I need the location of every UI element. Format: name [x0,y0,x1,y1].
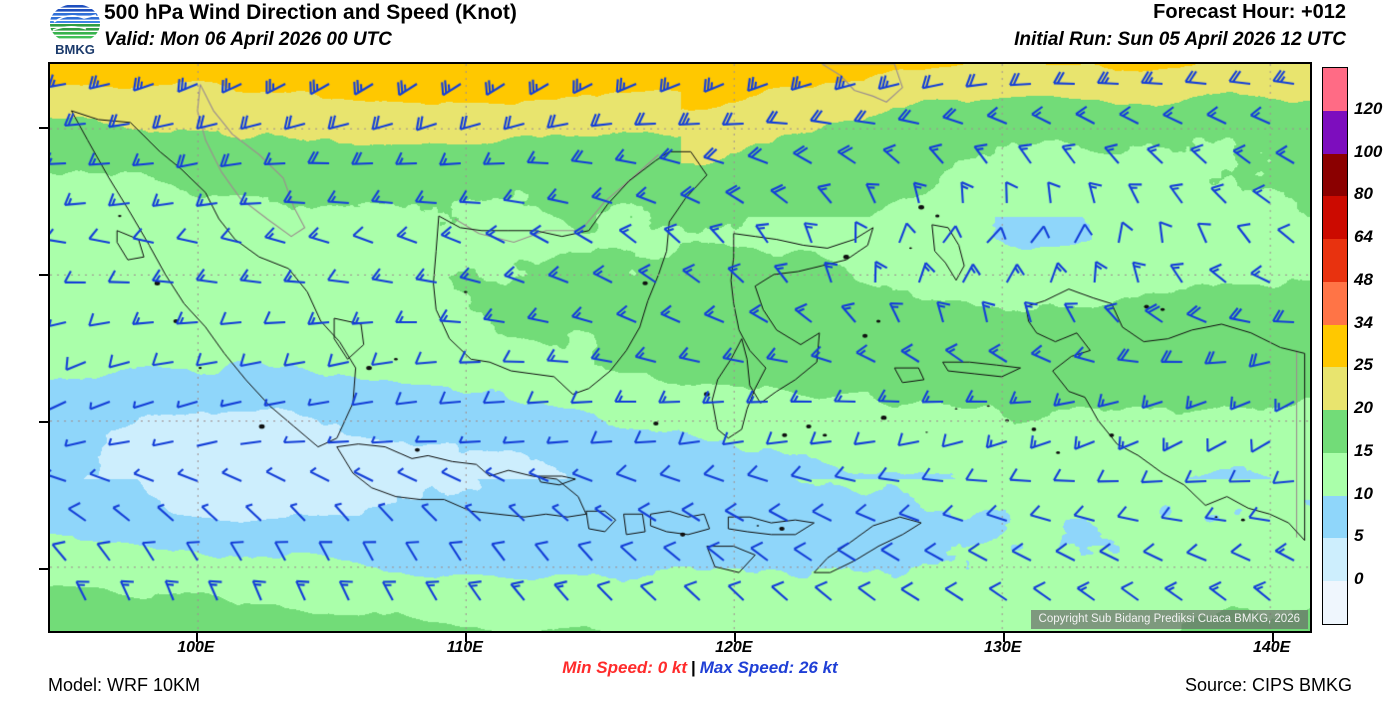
page-header: BMKG 500 hPa Wind Direction and Speed (K… [0,0,1400,60]
colorbar-tick-120: 120 [1354,98,1383,118]
page-title: 500 hPa Wind Direction and Speed (Knot) [104,1,517,24]
x-tick-mark [733,633,736,642]
colorbar-tick-15: 15 [1354,440,1373,460]
x-axis-label-100E: 100E [177,639,215,656]
colorbar-band-10 [1323,452,1347,496]
colorbar-tick-10: 10 [1354,483,1373,503]
colorbar-tick-100: 100 [1354,141,1383,161]
colorbar-band-120 [1323,68,1347,111]
weather-map[interactable]: Copyright Sub Bidang Prediksi Cuaca BMKG… [48,62,1312,633]
bmkg-logo: BMKG [44,2,106,58]
x-axis-label-120E: 120E [715,639,753,656]
map-canvas [50,64,1310,631]
colorbar-band-48 [1323,239,1347,282]
colorbar-tick-20: 20 [1354,398,1373,418]
colorbar-band-5 [1323,495,1347,539]
colorbar-tick-80: 80 [1354,184,1373,204]
colorbar-tick-0: 0 [1354,569,1364,589]
colorbar-band-25 [1323,324,1347,368]
forecast-hour-label: Forecast Hour: +012 [1153,1,1346,23]
min-speed-label: Min Speed: 0 kt [562,658,687,677]
colorbar-band-15 [1323,410,1347,453]
y-tick-mark [39,126,48,129]
valid-time-label: Valid: Mon 06 April 2026 00 UTC [104,29,392,50]
colorbar-band-64 [1323,196,1347,240]
x-tick-mark [464,633,467,642]
colorbar-band-base [1323,581,1347,624]
copyright-watermark: Copyright Sub Bidang Prediksi Cuaca BMKG… [1030,610,1308,629]
x-axis-label-140E: 140E [1252,639,1291,656]
source-label: Source: CIPS BMKG [1184,675,1352,695]
y-tick-mark [39,421,48,424]
max-speed-label: Max Speed: 26 kt [699,658,838,677]
bmkg-logo-text: BMKG [55,42,95,57]
bmkg-logo-mark [50,5,100,39]
colorbar-tick-48: 48 [1354,269,1373,289]
x-axis-label-130E: 130E [984,639,1022,656]
speed-summary: Min Speed: 0 kt | Max Speed: 26 kt [0,658,1400,678]
colorbar-tick-34: 34 [1354,312,1373,332]
y-tick-mark [39,568,48,571]
x-tick-mark [1002,633,1005,642]
colorbar-tick-5: 5 [1354,526,1364,546]
speed-separator: | [690,658,696,677]
x-tick-mark [1271,633,1274,642]
colorbar-band-0 [1323,538,1347,582]
initial-run-label: Initial Run: Sun 05 April 2026 12 UTC [1014,29,1346,50]
colorbar-band-80 [1323,153,1347,197]
colorbar-band-100 [1323,110,1347,154]
speed-colorbar [1322,67,1348,625]
model-label: Model: WRF 10KM [48,675,201,695]
colorbar-tick-64: 64 [1354,227,1373,247]
colorbar-labels: 120 100 80 64 48 34 25 20 15 10 5 0 [1354,67,1400,623]
colorbar-band-20 [1323,367,1347,411]
x-axis-label-110E: 110E [446,639,483,656]
y-tick-mark [39,273,48,276]
colorbar-band-34 [1323,281,1347,325]
colorbar-tick-25: 25 [1354,355,1373,375]
x-tick-mark [195,633,198,642]
